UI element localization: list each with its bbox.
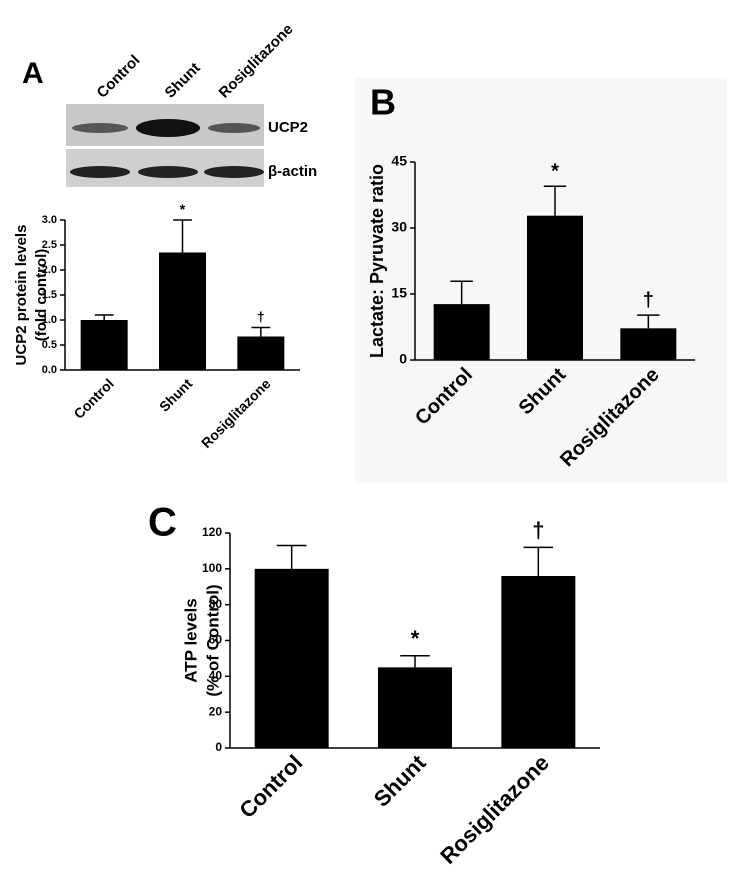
error-bar: [276, 544, 307, 569]
bar: [433, 304, 490, 360]
y-axis-label: (% of Control): [203, 584, 222, 696]
bar: [501, 576, 576, 748]
band: [138, 166, 198, 178]
blot-lane-label: Shunt: [162, 60, 204, 102]
y-tick-label: 30: [391, 219, 407, 235]
y-tick-label: 15: [391, 285, 407, 301]
bar: [254, 568, 329, 748]
x-tick-label: Control: [70, 375, 117, 422]
bar: [378, 667, 452, 748]
error-bar: [637, 314, 660, 329]
y-tick-label: 0.0: [42, 364, 57, 376]
blot-row-label: β-actin: [268, 163, 317, 180]
band: [70, 166, 130, 178]
significance-mark: †: [532, 518, 544, 543]
band: [208, 123, 260, 133]
significance-mark: †: [257, 308, 265, 324]
y-tick-label: 0.5: [42, 339, 57, 351]
y-tick-label: 3.0: [42, 214, 57, 226]
error-bar: [523, 546, 554, 576]
y-axis-label: Lactate: Pyruvate ratio: [367, 164, 387, 358]
y-tick-label: 2.5: [42, 239, 57, 251]
y-tick-label: 60: [209, 633, 223, 647]
bar: [237, 336, 285, 370]
y-tick-label: 1.0: [42, 314, 57, 326]
x-tick-label: Rosiglitazone: [198, 375, 274, 451]
y-tick-label: 40: [209, 669, 223, 683]
significance-mark: *: [180, 201, 186, 217]
error-bar: [400, 654, 430, 668]
y-tick-label: 0: [215, 740, 222, 754]
y-axis-label: (fold control): [33, 249, 50, 341]
x-tick-label: Rosiglitazone: [435, 750, 554, 869]
error-bar: [251, 326, 271, 337]
y-tick-label: 2.0: [42, 264, 57, 276]
error-bar: [173, 219, 192, 253]
error-bar: [94, 314, 114, 320]
band: [204, 166, 264, 178]
y-tick-label: 0: [399, 351, 407, 367]
bar: [80, 320, 128, 370]
error-bar: [450, 280, 473, 305]
y-tick-label: 80: [209, 597, 223, 611]
significance-mark: *: [551, 160, 559, 182]
y-axis-label: UCP2 protein levels: [13, 225, 30, 366]
bar: [620, 328, 677, 360]
band: [136, 119, 200, 137]
y-tick-label: 100: [202, 561, 222, 575]
panel-letter: C: [148, 501, 177, 545]
blot-lane-label: Rosiglitazone: [216, 21, 297, 102]
error-bar: [543, 185, 567, 216]
bar: [159, 252, 206, 370]
panel-letter: A: [22, 57, 44, 90]
panel-letter: B: [370, 82, 396, 123]
blot-lane-label: Control: [94, 52, 144, 102]
y-tick-label: 20: [209, 704, 223, 718]
x-tick-label: Shunt: [369, 750, 431, 812]
y-tick-label: 45: [391, 153, 407, 169]
x-tick-label: Shunt: [156, 375, 196, 415]
significance-mark: *: [411, 626, 420, 651]
band: [72, 123, 128, 133]
x-tick-label: Control: [234, 750, 307, 823]
significance-mark: †: [643, 289, 654, 311]
y-tick-label: 1.5: [42, 289, 57, 301]
y-tick-label: 120: [202, 525, 222, 539]
blot-row-label: UCP2: [268, 119, 308, 136]
bar: [527, 215, 583, 360]
y-axis-label: ATP levels: [181, 598, 200, 682]
